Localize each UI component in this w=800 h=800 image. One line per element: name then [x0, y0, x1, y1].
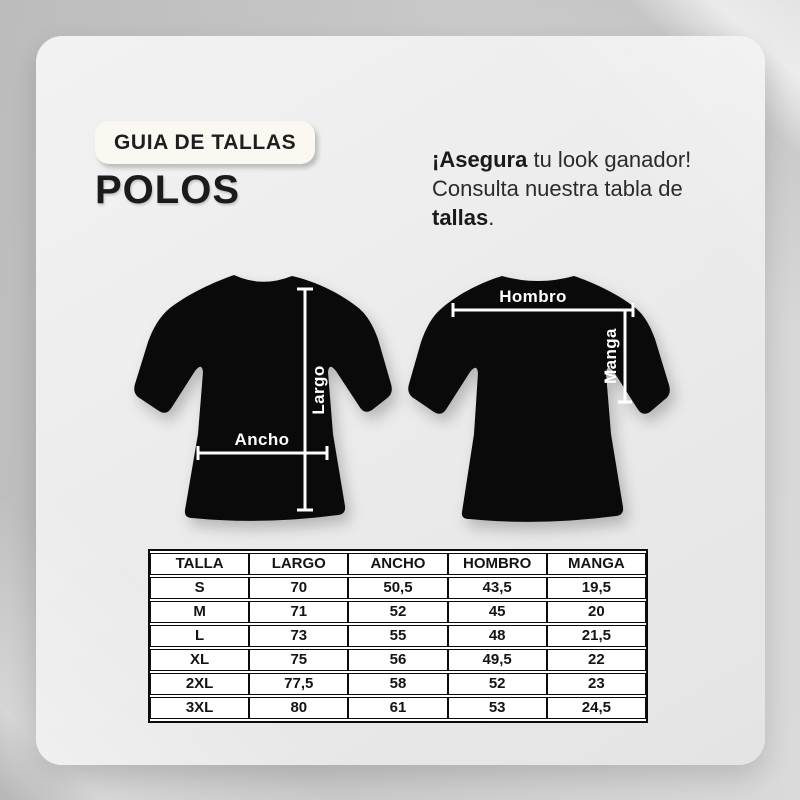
tshirt-front-diagram: Largo Ancho [134, 275, 392, 521]
intro-line-1-bold: ¡Asegura [432, 147, 528, 172]
size-table-row: 2XL 77,5 58 52 23 [150, 673, 646, 695]
size-table-cell: M [150, 601, 250, 623]
size-table-header-cell: HOMBRO [447, 553, 547, 575]
tshirt-back-silhouette [408, 276, 670, 522]
size-table-cell: 56 [348, 649, 448, 671]
size-table-cell: 80 [249, 697, 349, 719]
size-table-cell: 71 [249, 601, 349, 623]
size-table-cell: 55 [348, 625, 448, 647]
size-table-header-row: TALLA LARGO ANCHO HOMBRO MANGA [150, 553, 646, 575]
size-table-head: TALLA LARGO ANCHO HOMBRO MANGA [150, 553, 646, 575]
size-table-cell: 48 [447, 625, 547, 647]
size-table-cell: 58 [348, 673, 448, 695]
size-table-cell: 75 [249, 649, 349, 671]
size-table-cell: 70 [249, 577, 349, 599]
size-table-body: S 70 50,5 43,5 19,5 M 71 52 45 20 L 73 55 48 21,5 XL 75 5… [150, 577, 646, 719]
size-table-header-cell: ANCHO [348, 553, 448, 575]
largo-measure-line: Largo [297, 287, 328, 512]
tshirt-back-diagram: Hombro Manga [408, 276, 670, 522]
size-table-cell: L [150, 625, 250, 647]
size-table-cell: 43,5 [447, 577, 547, 599]
size-table-row: M 71 52 45 20 [150, 601, 646, 623]
size-table-cell: 50,5 [348, 577, 448, 599]
intro-line-1-regular: tu look ganador! [527, 147, 692, 172]
intro-line-3-punct: . [488, 205, 495, 230]
intro-text: ¡Asegura tu look ganador! Consulta nuest… [432, 145, 742, 232]
size-table-cell: XL [150, 649, 250, 671]
size-table-cell: 19,5 [546, 577, 646, 599]
size-table-cell: 2XL [150, 673, 250, 695]
size-table-cell: 77,5 [249, 673, 349, 695]
largo-label: Largo [309, 365, 328, 414]
size-table-row: S 70 50,5 43,5 19,5 [150, 577, 646, 599]
size-guide-badge-label: GUIA DE TALLAS [114, 130, 297, 154]
size-table-cell: 45 [447, 601, 547, 623]
tshirt-front-silhouette [134, 275, 392, 521]
size-table-cell: 20 [546, 601, 646, 623]
ancho-label: Ancho [235, 430, 290, 449]
manga-label: Manga [601, 328, 620, 384]
size-table-row: L 73 55 48 21,5 [150, 625, 646, 647]
size-table-cell: 61 [348, 697, 448, 719]
size-table-cell: 21,5 [546, 625, 646, 647]
size-table-row: XL 75 56 49,5 22 [150, 649, 646, 671]
size-table-row: 3XL 80 61 53 24,5 [150, 697, 646, 719]
size-table-cell: 49,5 [447, 649, 547, 671]
size-table-header-cell: TALLA [150, 553, 250, 575]
size-guide-badge: GUIA DE TALLAS [95, 121, 316, 164]
size-table-cell: 22 [546, 649, 646, 671]
page-title: POLOS [95, 168, 241, 212]
size-table-cell: 53 [447, 697, 547, 719]
size-table-cell: 23 [546, 673, 646, 695]
size-table-header-cell: MANGA [546, 553, 646, 575]
size-table-cell: 3XL [150, 697, 250, 719]
ancho-measure-line: Ancho [196, 430, 329, 460]
size-table-header-cell: LARGO [249, 553, 349, 575]
intro-line-3-bold: tallas [432, 205, 489, 230]
intro-line-2: Consulta nuestra tabla de [432, 176, 683, 201]
intro-line-1: ¡Asegura tu look ganador! [432, 145, 742, 174]
size-table-cell: 52 [348, 601, 448, 623]
size-table-cell: S [150, 577, 250, 599]
size-table-cell: 73 [249, 625, 349, 647]
size-table: TALLA LARGO ANCHO HOMBRO MANGA S 70 50,5 43,5 19… [148, 549, 648, 723]
intro-line-3: tallas. [432, 203, 742, 232]
size-table-cell: 52 [447, 673, 547, 695]
hombro-label: Hombro [499, 287, 567, 306]
size-table-cell: 24,5 [546, 697, 646, 719]
